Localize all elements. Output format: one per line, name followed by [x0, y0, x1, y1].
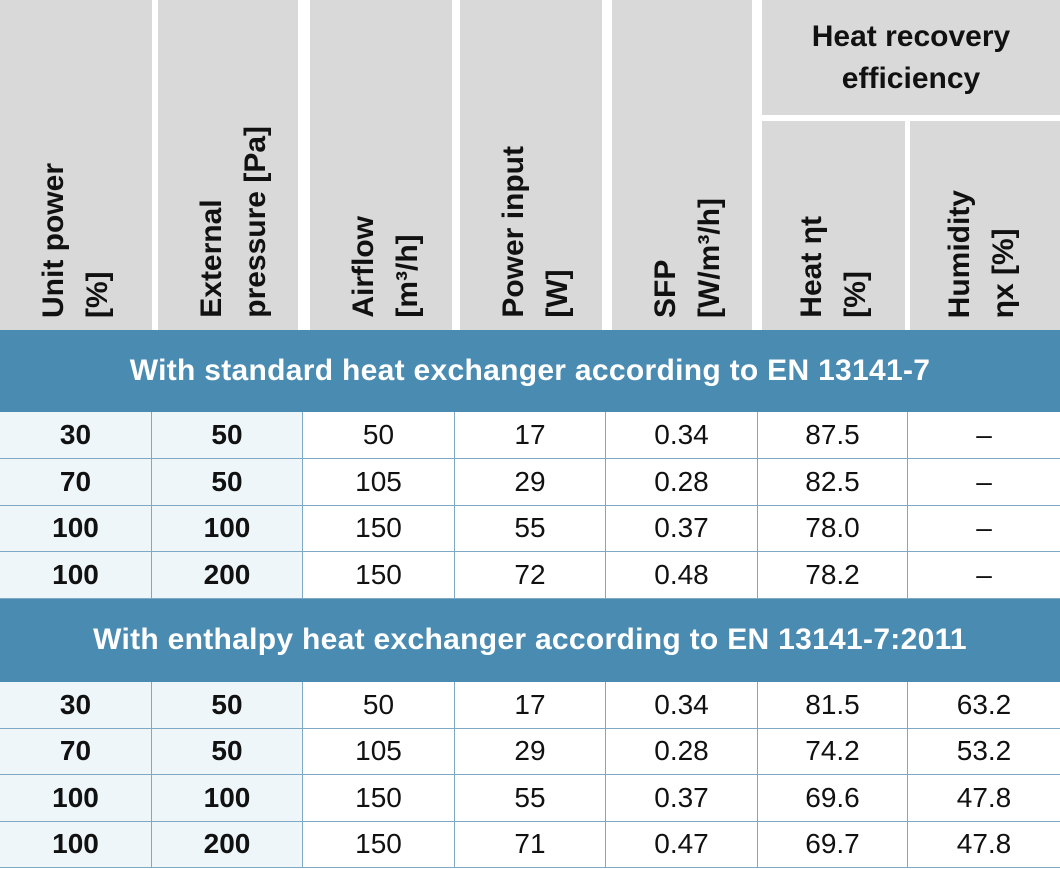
column-header-text: SFP [W/m³/h] [644, 198, 732, 318]
data-cell: 0.34 [606, 412, 758, 459]
data-cell: – [908, 506, 1060, 552]
data-cell: 0.37 [606, 505, 758, 552]
data-cell: 78.2 [758, 552, 908, 599]
key-cell: 100 [152, 505, 303, 552]
key-cell: 50 [152, 459, 303, 506]
data-cell: 72 [455, 552, 606, 599]
key-cell: 200 [152, 821, 303, 868]
header-line: ηx [%] [987, 228, 1020, 318]
key-cell: 100 [0, 821, 152, 868]
data-cell: 29 [455, 728, 606, 775]
data-cell: 0.28 [606, 459, 758, 506]
data-cell: 0.47 [606, 821, 758, 868]
data-cell: – [908, 412, 1060, 459]
column-header-text: External pressure [Pa] [190, 126, 278, 318]
data-cell: 74.2 [758, 728, 908, 775]
data-cell: 150 [303, 775, 455, 822]
data-cell: 150 [303, 821, 455, 868]
data-cell: 47.8 [908, 822, 1060, 868]
header-line: Power input [497, 146, 530, 318]
data-cell: 17 [455, 412, 606, 459]
data-cell: 29 [455, 459, 606, 506]
data-cell: 50 [303, 681, 455, 729]
key-cell: 70 [0, 728, 152, 775]
column-header-text: Power input [W] [492, 146, 580, 318]
key-cell: 50 [152, 681, 303, 729]
header-line: SFP [649, 259, 682, 318]
key-cell: 50 [152, 412, 303, 459]
key-cell: 30 [0, 412, 152, 459]
column-header: Heat ηt [%] [762, 121, 905, 330]
data-cell: 150 [303, 505, 455, 552]
data-cell: 78.0 [758, 505, 908, 552]
column-header: Unit power [%] [0, 0, 152, 330]
section-title: With standard heat exchanger according t… [0, 330, 1060, 412]
key-cell: 70 [0, 459, 152, 506]
column-header: Power input [W] [460, 0, 602, 330]
data-cell: 63.2 [908, 682, 1060, 729]
data-cell: 105 [303, 728, 455, 775]
header-line: Humidity [943, 189, 976, 318]
header-line: pressure [Pa] [239, 126, 272, 318]
header-line: Heat ηt [795, 216, 828, 318]
column-header-text: Unit power [%] [32, 163, 120, 318]
section-title: With enthalpy heat exchanger according t… [0, 598, 1060, 682]
column-header-text: Humidity ηx [%] [938, 190, 1026, 318]
data-cell: 82.5 [758, 459, 908, 506]
key-cell: 100 [0, 552, 152, 599]
data-cell: 105 [303, 459, 455, 506]
data-cell: 55 [455, 505, 606, 552]
data-cell: 69.7 [758, 821, 908, 868]
data-cell: 0.28 [606, 728, 758, 775]
data-cell: 53.2 [908, 729, 1060, 775]
key-cell: 50 [152, 728, 303, 775]
column-header-text: Airflow [m³/h] [342, 216, 430, 318]
header-line: [%] [81, 271, 114, 318]
key-cell: 30 [0, 681, 152, 729]
header-line: Airflow [347, 216, 380, 318]
key-cell: 100 [0, 505, 152, 552]
key-cell: 100 [0, 775, 152, 822]
column-header: External pressure [Pa] [158, 0, 298, 330]
data-cell: 0.48 [606, 552, 758, 599]
header-line: [m³/h] [391, 234, 424, 318]
data-cell: 47.8 [908, 775, 1060, 822]
data-cell: – [908, 459, 1060, 506]
data-cell: 69.6 [758, 775, 908, 822]
data-cell: 17 [455, 681, 606, 729]
data-cell: – [908, 552, 1060, 599]
key-cell: 200 [152, 552, 303, 599]
column-header: Airflow [m³/h] [310, 0, 452, 330]
header-line: Unit power [37, 163, 70, 318]
key-cell: 100 [152, 775, 303, 822]
group-header: Heat recovery efficiency [762, 0, 1060, 115]
header-line: External [195, 199, 228, 318]
data-cell: 81.5 [758, 681, 908, 729]
column-header-text: Heat ηt [%] [790, 216, 878, 318]
column-header: SFP [W/m³/h] [612, 0, 752, 330]
data-cell: 87.5 [758, 412, 908, 459]
data-cell: 55 [455, 775, 606, 822]
data-cell: 0.34 [606, 681, 758, 729]
data-cell: 0.37 [606, 775, 758, 822]
data-cell: 50 [303, 412, 455, 459]
column-header: Humidity ηx [%] [910, 121, 1060, 330]
data-cell: 150 [303, 552, 455, 599]
header-line: [W/m³/h] [693, 198, 726, 318]
data-cell: 71 [455, 821, 606, 868]
header-line: [W] [541, 269, 574, 318]
header-line: [%] [839, 271, 872, 318]
